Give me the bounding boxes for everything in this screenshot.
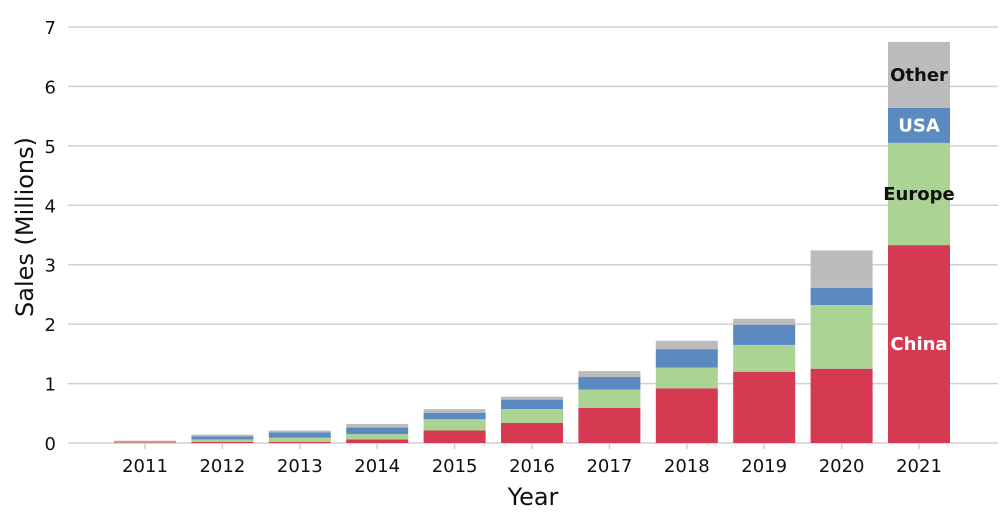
bar-2016-europe <box>501 409 563 423</box>
y-tick-label: 1 <box>45 375 56 396</box>
bar-2018-europe <box>655 367 718 389</box>
bar-2018-usa <box>655 349 718 368</box>
bar-2011-other <box>114 440 176 442</box>
bar-2011-usa <box>114 441 176 442</box>
x-tick-label-2011: 2011 <box>122 456 168 477</box>
bar-2015-europe <box>423 419 486 431</box>
bar-2015-other <box>423 409 486 413</box>
bar-2012-other <box>191 434 254 437</box>
bar-2017-usa <box>578 377 641 390</box>
x-axis-title: Year <box>507 483 559 511</box>
bar-2011-europe <box>114 441 176 443</box>
bar-2018-china <box>655 388 718 443</box>
bar-2021-europe <box>888 142 950 246</box>
bar-2011-china <box>114 442 176 443</box>
bar-2017-china <box>578 407 641 443</box>
bar-2014-other <box>346 423 409 428</box>
bar-2019-china <box>733 371 796 443</box>
bar-2013-china <box>268 441 331 443</box>
x-tick-label-2013: 2013 <box>277 456 323 477</box>
y-tick-label: 0 <box>45 434 56 455</box>
bar-2021-china <box>888 245 950 443</box>
x-tick-label-2014: 2014 <box>354 456 400 477</box>
bars <box>114 41 950 443</box>
bar-2014-europe <box>346 434 409 440</box>
y-axis-title: Sales (Millions) <box>11 137 39 317</box>
y-tick-label: 3 <box>45 256 56 277</box>
x-axis-ticks: 2011 2012 2013 2014 2015 2016 2017 2018 2019 2020… <box>122 443 942 477</box>
bar-2013-other <box>268 430 331 433</box>
gridlines <box>68 26 998 444</box>
y-tick-label: 5 <box>45 137 56 158</box>
bar-2019-other <box>733 318 796 325</box>
bar-2017-other <box>578 371 641 378</box>
x-tick-label-2021: 2021 <box>896 456 942 477</box>
x-tick-label-2012: 2012 <box>199 456 245 477</box>
bar-2015-usa <box>423 412 486 420</box>
series-label-usa: USA <box>898 115 940 136</box>
bar-2016-usa <box>501 399 563 410</box>
bar-2020-usa <box>810 287 873 306</box>
bar-2021-other <box>888 41 950 108</box>
bar-2019-europe <box>733 344 796 372</box>
bar-2017-europe <box>578 389 641 408</box>
bar-2018-other <box>655 340 718 350</box>
bar-2015-china <box>423 430 486 443</box>
y-tick-label: 4 <box>45 196 56 217</box>
bar-2013-europe <box>268 437 331 442</box>
bar-2020-other <box>810 250 873 288</box>
bar-2019-usa <box>733 324 796 345</box>
bar-2020-china <box>810 368 873 443</box>
series-label-other: Other <box>890 65 948 86</box>
y-tick-label: 6 <box>45 77 56 98</box>
series-labels: China Europe USA Other <box>883 65 954 355</box>
y-axis-ticks: 0 1 2 3 4 5 6 7 <box>45 18 56 455</box>
bar-2012-usa <box>191 436 254 440</box>
bar-2012-china <box>191 441 254 443</box>
x-tick-label-2015: 2015 <box>432 456 478 477</box>
bar-2012-europe <box>191 439 254 442</box>
series-label-europe: Europe <box>883 184 954 205</box>
series-label-china: China <box>890 334 947 355</box>
x-tick-label-2018: 2018 <box>664 456 710 477</box>
bar-2020-europe <box>810 305 873 369</box>
bar-2016-other <box>501 396 563 400</box>
bar-2013-usa <box>268 432 331 438</box>
bar-2014-china <box>346 439 409 443</box>
x-tick-label-2019: 2019 <box>741 456 787 477</box>
bar-2014-usa <box>346 427 409 435</box>
y-tick-label: 2 <box>45 315 56 336</box>
x-tick-label-2016: 2016 <box>509 456 555 477</box>
x-tick-label-2017: 2017 <box>586 456 632 477</box>
y-tick-label: 7 <box>45 18 56 39</box>
bar-2021-usa <box>888 107 950 143</box>
x-tick-label-2020: 2020 <box>819 456 865 477</box>
bar-2016-china <box>501 422 563 443</box>
